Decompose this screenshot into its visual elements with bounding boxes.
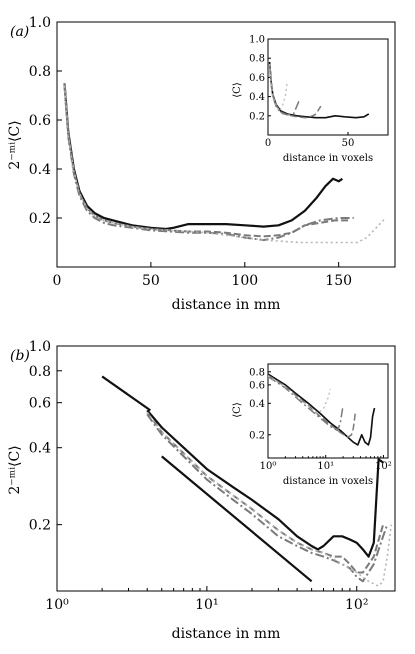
panel-a-ytick-label: 0.2 — [29, 211, 51, 227]
panel-a-xtick-label: 0 — [53, 273, 62, 289]
panel-a-series-3-line — [63, 85, 354, 242]
panel-b-reference-line-2 — [161, 455, 313, 583]
panel-a: (a) 0 50 100 150 0.2 0.4 0.6 0.8 1.0 distance in… — [7, 15, 396, 313]
panel-a-ytick-label: 1.0 — [29, 15, 51, 31]
panel-b-ticks: 10⁰ 10¹ 10² 0.2 0.4 0.6 0.8 1.0 — [29, 339, 369, 613]
panel-a-xtick-label: 150 — [325, 273, 352, 289]
panel-a-ytick-label: 0.6 — [29, 113, 51, 129]
panel-b-inset-ytick-label: 0.6 — [249, 380, 265, 391]
panel-b-inset-ylabel: ⟨C⟩ — [232, 402, 243, 418]
panel-a-xlabel: distance in mm — [172, 297, 281, 313]
panel-a-inset-ytick-label: 1.0 — [249, 35, 265, 46]
panel-a-inset-lines — [268, 61, 370, 119]
panel-a-inset: 0 50 0.2 0.4 0.6 0.8 1.0 distance in voxels ⟨C… — [232, 35, 389, 164]
panel-a-series-1-line — [63, 83, 344, 231]
panel-b-xtick-label: 10⁰ — [45, 597, 69, 613]
panel-a-inset-ytick-label: 0.8 — [249, 54, 265, 65]
panel-b-xtick-label: 10² — [345, 597, 368, 613]
panel-b-ytick-label: 1.0 — [29, 339, 51, 355]
panel-b-frame — [56, 345, 396, 592]
panel-b-xlabel: distance in mm — [172, 626, 281, 642]
panel-b-ylabel: 2⁻ᵐⁱ⟨C⟩ — [7, 445, 23, 494]
panel-a-inset-ylabel: ⟨C⟩ — [232, 82, 243, 98]
panel-a-inset-series-4-line — [269, 63, 288, 112]
panel-a-series-4-line — [63, 85, 387, 244]
panel-b-ytick-label: 0.2 — [29, 518, 51, 534]
panel-b-ytick-label: 0.4 — [29, 441, 51, 457]
panel-a-inset-xlabel: distance in voxels — [283, 153, 373, 164]
panel-a-inset-series-2-line — [268, 63, 322, 119]
panel-a-ytick-label: 0.8 — [29, 64, 51, 80]
panel-a-ylabel: 2⁻ᵐⁱ⟨C⟩ — [7, 120, 23, 169]
panel-a-frame — [56, 21, 396, 268]
panel-b-inset-ytick-label: 0.4 — [249, 399, 265, 410]
panel-b-inset-ytick-label: 0.8 — [249, 367, 265, 378]
panel-a-inset-xtick-label: 50 — [342, 138, 355, 149]
panel-b-series-1-line — [146, 409, 384, 558]
panel-b-label: (b) — [10, 348, 30, 364]
panel-b-inset-series-1-line — [268, 373, 376, 446]
panel-b: (b) 10⁰ 10¹ 10² 0.2 0.4 0.6 0.8 1.0 distance in… — [7, 339, 396, 642]
panel-a-inset-ytick-label: 0.6 — [249, 73, 265, 84]
panel-b-inset-ticks: 10⁰ 10¹ 10² 0.2 0.4 0.6 0.8 — [249, 367, 392, 472]
panel-b-inset-frame — [267, 363, 389, 459]
panel-a-inset-xtick-label: 0 — [265, 138, 271, 149]
panel-b-inset-lines — [268, 373, 376, 446]
panel-b-inset-xtick-label: 10² — [375, 461, 392, 472]
panel-b-inset-xtick-label: 10⁰ — [260, 461, 277, 472]
panel-b-xtick-label: 10¹ — [195, 597, 218, 613]
panel-a-inset-ytick-label: 0.2 — [249, 111, 265, 122]
panel-a-lines — [63, 83, 387, 244]
panel-a-inset-ticks: 0 50 0.2 0.4 0.6 0.8 1.0 — [249, 35, 354, 150]
panel-b-ytick-label: 0.6 — [29, 396, 51, 412]
panel-b-lines — [101, 375, 393, 587]
panel-b-series-4-line — [146, 411, 393, 587]
panel-b-reference-line-1 — [101, 375, 152, 412]
panel-a-ytick-label: 0.4 — [29, 162, 51, 178]
panel-b-inset-xlabel: distance in voxels — [283, 476, 373, 487]
panel-a-xtick-label: 50 — [142, 273, 160, 289]
panel-b-inset-series-3-line — [268, 375, 344, 432]
panel-a-inset-ytick-label: 0.4 — [249, 92, 265, 103]
panel-a-ticks: 0 50 100 150 0.2 0.4 0.6 0.8 1.0 — [29, 15, 352, 289]
panel-a-xtick-label: 100 — [231, 273, 258, 289]
panel-b-ytick-label: 0.8 — [29, 364, 51, 380]
panel-b-inset-ytick-label: 0.2 — [249, 430, 265, 441]
panel-b-inset: 10⁰ 10¹ 10² 0.2 0.4 0.6 0.8 distance in voxels… — [232, 363, 392, 487]
panel-a-label: (a) — [10, 24, 29, 40]
panel-b-inset-xtick-label: 10¹ — [317, 461, 334, 472]
panel-b-inset-series-4-line — [268, 375, 331, 414]
panel-a-inset-frame — [267, 38, 389, 136]
